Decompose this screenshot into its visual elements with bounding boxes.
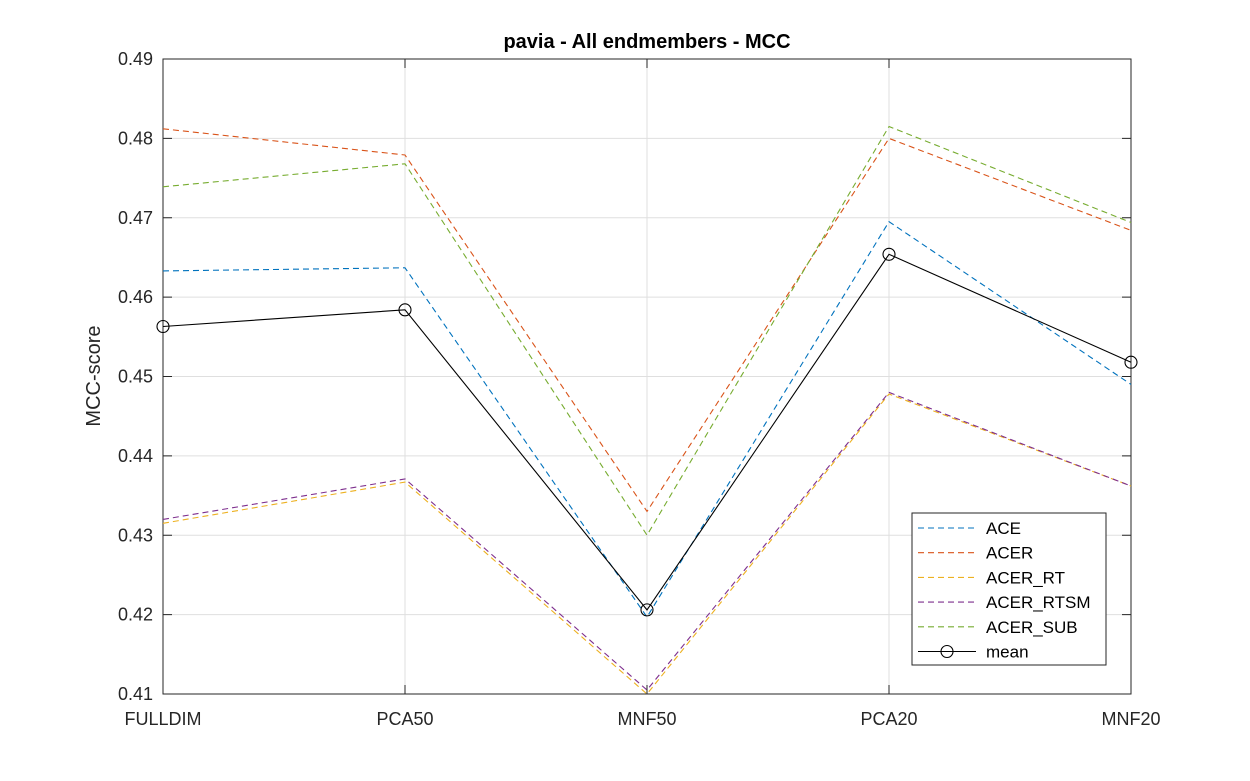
data-point-mean — [398, 303, 412, 317]
legend-marker-mean — [940, 644, 954, 659]
y-tick-label: 0.44 — [118, 446, 153, 466]
x-tick-label: FULLDIM — [124, 709, 201, 729]
x-tick-label: PCA50 — [376, 709, 433, 729]
series-line-acer-sub — [162, 125, 1132, 537]
y-tick-label: 0.45 — [118, 367, 153, 387]
data-point-mean — [1124, 355, 1138, 369]
y-axis-ticks: 0.41 0.42 0.43 0.44 0.45 0.46 0.47 0.48 0.49 — [118, 49, 1131, 704]
legend-label-ace: ACE — [986, 519, 1021, 538]
y-tick-label: 0.49 — [118, 49, 153, 69]
legend-label-acer-rtsm: ACER_RTSM — [986, 593, 1091, 612]
series-line-acer-rtsm — [162, 391, 1132, 691]
y-tick-label: 0.48 — [118, 128, 153, 148]
legend-label-mean: mean — [986, 643, 1029, 662]
y-tick-label: 0.47 — [118, 208, 153, 228]
x-tick-label: MNF20 — [1101, 709, 1160, 729]
x-tick-label: PCA20 — [860, 709, 917, 729]
series-line-acer-rt — [162, 393, 1132, 695]
y-tick-label: 0.41 — [118, 684, 153, 704]
legend-label-acer-sub: ACER_SUB — [986, 618, 1078, 637]
y-axis-title: MCC-score — [83, 325, 105, 426]
data-point-mean — [156, 319, 170, 334]
legend-label-acer-rt: ACER_RT — [986, 568, 1065, 587]
y-tick-label: 0.46 — [118, 287, 153, 307]
data-point-mean — [640, 603, 654, 617]
chart-title: pavia - All endmembers - MCC — [503, 31, 790, 53]
series-line-ace — [162, 220, 1132, 619]
legend-label-acer: ACER — [986, 544, 1033, 563]
x-axis-ticks: FULLDIM PCA50 MNF50 PCA20 MNF20 — [124, 59, 1161, 729]
x-tick-label: MNF50 — [617, 709, 676, 729]
legend-box — [911, 512, 1107, 666]
y-tick-label: 0.43 — [118, 525, 153, 545]
series-line-acer — [162, 128, 1132, 513]
data-point-mean — [882, 247, 896, 261]
series-lines — [156, 125, 1138, 695]
series-line-mean — [162, 253, 1132, 611]
y-tick-label: 0.42 — [118, 605, 153, 625]
